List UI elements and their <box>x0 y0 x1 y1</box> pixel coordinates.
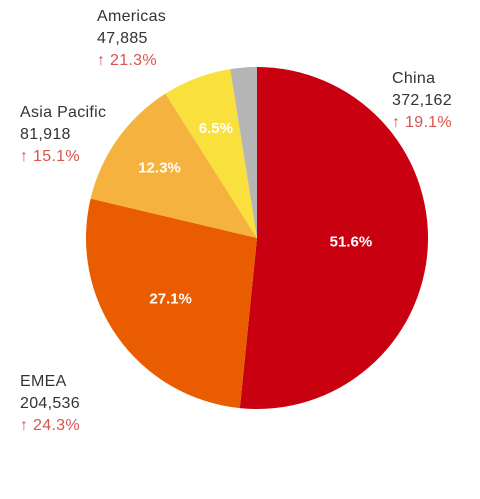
label-emea-name: EMEA <box>20 373 67 390</box>
label-americas: Americas 47,885 ↑ 21.3% <box>97 6 166 72</box>
label-americas-value: 47,885 <box>97 30 148 47</box>
label-asia-pacific-value: 81,918 <box>20 126 71 143</box>
label-china-growth: ↑ 19.1% <box>392 114 452 131</box>
label-china-value: 372,162 <box>392 92 452 109</box>
pie-percent-label-americas: 6.5% <box>199 120 233 137</box>
label-china-name: China <box>392 70 436 87</box>
pie-slice-asia-pacific <box>90 93 257 238</box>
label-americas-growth: ↑ 21.3% <box>97 52 157 69</box>
label-americas-name: Americas <box>97 8 167 25</box>
pie-slice-americas <box>165 69 257 239</box>
label-china: China 372,162 ↑ 19.1% <box>392 68 452 134</box>
pie-slice-china <box>239 67 429 409</box>
pie-percent-label-emea: 27.1% <box>149 290 192 307</box>
pie-percent-label-asia-pacific: 12.3% <box>138 160 181 177</box>
label-emea-growth: ↑ 24.3% <box>20 417 80 434</box>
pie-slice-emea <box>85 198 257 409</box>
label-emea: EMEA 204,536 ↑ 24.3% <box>20 371 80 437</box>
label-emea-value: 204,536 <box>20 395 80 412</box>
label-asia-pacific-name: Asia Pacific <box>20 104 107 121</box>
label-asia-pacific-growth: ↑ 15.1% <box>20 148 80 165</box>
pie-slice-other <box>230 67 257 238</box>
pie-percent-label-china: 51.6% <box>330 234 373 251</box>
label-asia-pacific: Asia Pacific 81,918 ↑ 15.1% <box>20 102 106 168</box>
